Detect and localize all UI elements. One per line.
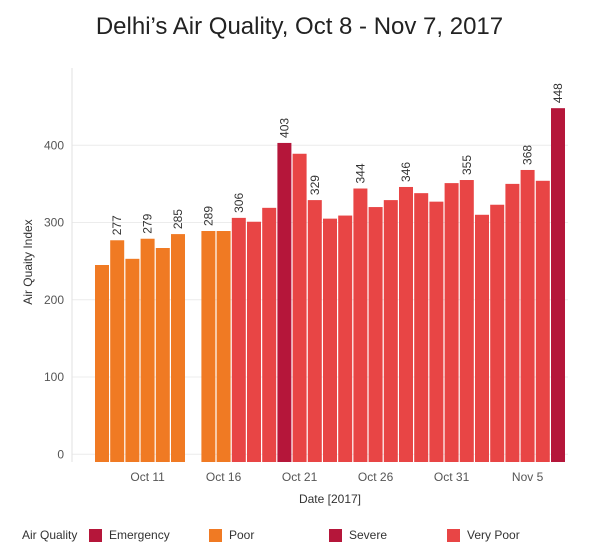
bar — [171, 234, 185, 462]
bar — [475, 214, 489, 462]
bar — [231, 217, 246, 462]
bar — [216, 231, 231, 462]
data-label: 403 — [277, 118, 291, 138]
data-label: 285 — [171, 209, 185, 229]
bar — [323, 218, 337, 462]
legend: Air Quality Emergency Poor Severe Very P… — [22, 525, 599, 545]
data-label: 279 — [141, 213, 155, 233]
bar — [414, 193, 429, 462]
data-label: 289 — [201, 206, 215, 226]
bar — [353, 188, 368, 463]
legend-swatch — [329, 528, 342, 542]
bar — [444, 183, 459, 462]
legend-label: Very Poor — [467, 528, 520, 542]
bar — [338, 215, 353, 462]
x-tick-label: Oct 26 — [358, 470, 394, 484]
legend-label: Poor — [229, 528, 255, 542]
data-label: 329 — [308, 175, 322, 195]
bar — [383, 200, 398, 462]
legend-item-poor: Poor — [209, 525, 254, 545]
bar — [262, 207, 277, 462]
y-tick-label: 300 — [44, 216, 64, 230]
y-tick-label: 100 — [44, 370, 64, 384]
data-label: 306 — [232, 193, 246, 213]
legend-swatch — [447, 528, 460, 542]
legend-label: Emergency — [109, 528, 170, 542]
bar — [429, 201, 444, 462]
legend-title: Air Quality — [22, 528, 78, 542]
data-label: 346 — [399, 162, 413, 182]
x-tick-label: Oct 11 — [130, 470, 165, 484]
y-tick-label: 0 — [57, 447, 64, 461]
y-tick-label: 400 — [44, 138, 64, 152]
data-label: 448 — [551, 83, 565, 103]
x-tick-label: Oct 16 — [206, 470, 242, 484]
legend-item-very-poor: Very Poor — [447, 525, 520, 545]
data-label: 368 — [521, 145, 535, 165]
legend-label: Severe — [349, 528, 388, 542]
bar — [399, 186, 413, 463]
bar — [140, 238, 155, 462]
bar — [201, 231, 216, 462]
x-tick-label: Nov 5 — [512, 470, 544, 484]
bar — [307, 200, 322, 462]
bar — [551, 108, 565, 462]
bar — [95, 265, 109, 462]
bar — [505, 183, 520, 462]
bar — [459, 180, 474, 463]
bar — [125, 258, 140, 462]
y-axis-label: Air Quaity Index — [21, 219, 35, 304]
legend-item-emergency: Emergency — [89, 525, 170, 545]
bar — [520, 169, 535, 462]
bar — [535, 180, 550, 462]
x-tick-label: Oct 31 — [434, 470, 470, 484]
bar — [110, 240, 125, 462]
legend-swatch — [89, 528, 102, 542]
bar — [155, 248, 170, 462]
x-tick-label: Oct 21 — [282, 470, 318, 484]
data-label: 277 — [110, 215, 124, 235]
data-label: 344 — [353, 163, 367, 183]
y-tick-label: 200 — [44, 293, 64, 307]
x-axis-label: Date [2017] — [299, 492, 361, 506]
bar — [368, 207, 383, 462]
legend-item-severe: Severe — [329, 525, 387, 545]
bar — [277, 142, 292, 462]
bar — [490, 204, 505, 462]
bar — [247, 221, 261, 462]
data-label: 355 — [460, 155, 474, 175]
legend-swatch — [209, 528, 222, 542]
bar — [292, 153, 307, 463]
chart-title: Delhi’s Air Quality, Oct 8 - Nov 7, 2017 — [95, 13, 504, 40]
